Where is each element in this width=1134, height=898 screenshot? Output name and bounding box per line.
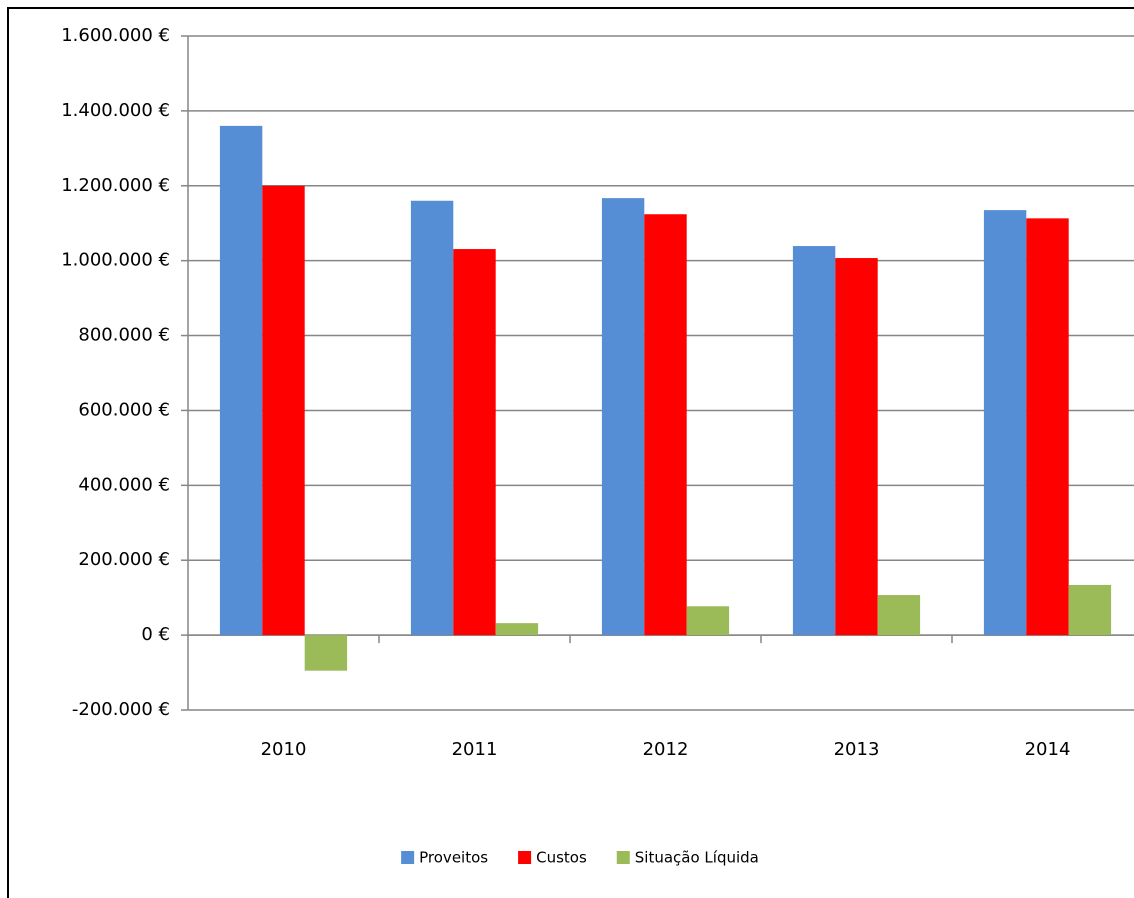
legend-swatch [401, 851, 415, 864]
legend-label: Situação Líquida [635, 849, 759, 867]
y-tick-label: 600.000 € [78, 399, 170, 420]
x-tick-label: 2010 [261, 739, 307, 760]
bar [410, 200, 454, 636]
y-tick-label: 1.000.000 € [61, 250, 170, 271]
x-tick-label: 2014 [1025, 739, 1071, 760]
bar [495, 623, 539, 636]
bar [304, 635, 348, 671]
y-tick-label: 400.000 € [78, 474, 170, 495]
bar [601, 198, 645, 636]
bar [792, 246, 836, 636]
bar [219, 125, 263, 636]
y-tick-label: 0 € [141, 624, 170, 645]
bar [644, 214, 687, 636]
chart-frame [7, 7, 1134, 898]
y-tick-label: 1.400.000 € [61, 100, 170, 121]
legend-label: Proveitos [419, 849, 488, 867]
bar [262, 185, 305, 636]
bar [877, 595, 921, 636]
legend-swatch [616, 851, 630, 864]
y-tick-label: 200.000 € [78, 549, 170, 570]
x-tick-label: 2012 [643, 739, 689, 760]
bar [1068, 584, 1112, 636]
bar [453, 249, 496, 636]
bar [983, 210, 1027, 636]
y-tick-label: -200.000 € [72, 699, 170, 720]
bar [1026, 218, 1069, 636]
bar [835, 258, 878, 636]
bar [686, 606, 730, 636]
y-tick-label: 1.200.000 € [61, 175, 170, 196]
x-tick-label: 2011 [452, 739, 498, 760]
y-tick-label: 1.600.000 € [61, 25, 170, 46]
legend-label: Custos [536, 849, 587, 867]
y-tick-label: 800.000 € [78, 325, 170, 346]
legend-swatch [518, 851, 532, 864]
x-tick-label: 2013 [834, 739, 880, 760]
